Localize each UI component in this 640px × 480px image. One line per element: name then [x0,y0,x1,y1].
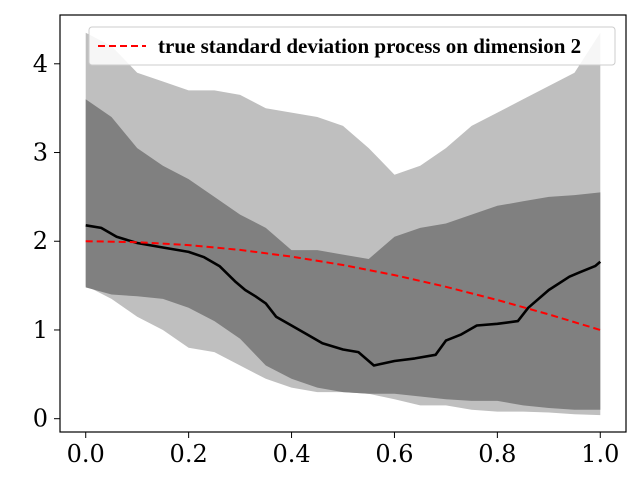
x-tick-label: 0.8 [478,440,516,468]
bands-layer [85,32,601,416]
y-tick-label: 3 [33,139,48,167]
x-tick-label: 0.4 [272,440,310,468]
y-tick-label: 1 [33,316,48,344]
legend-box [88,26,616,66]
y-tick-label: 2 [33,227,48,255]
x-axis: 0.0 0.2 0.4 0.6 0.8 1.0 [67,432,619,468]
estimate-line [85,224,602,367]
x-tick-label: 0.6 [375,440,413,468]
legend-label: true standard deviation process on dimen… [158,34,581,58]
y-tick-label: 4 [33,50,48,78]
plot-frame [59,14,627,433]
lines-layer [85,224,602,367]
inner-band [85,99,601,410]
x-tick-label: 0.2 [170,440,208,468]
legend: true standard deviation process on dimen… [88,26,616,66]
y-axis: 0 1 2 3 4 [33,50,60,433]
x-tick-label: 0.0 [67,440,105,468]
y-tick-label: 0 [33,405,48,433]
true-std-dev-line [85,240,601,331]
x-tick-label: 1.0 [581,440,619,468]
